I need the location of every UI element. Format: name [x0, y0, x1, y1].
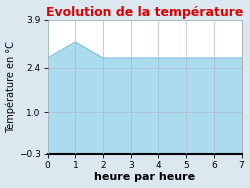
Title: Evolution de la température: Evolution de la température — [46, 6, 243, 19]
Y-axis label: Température en °C: Température en °C — [6, 41, 16, 133]
X-axis label: heure par heure: heure par heure — [94, 172, 195, 182]
